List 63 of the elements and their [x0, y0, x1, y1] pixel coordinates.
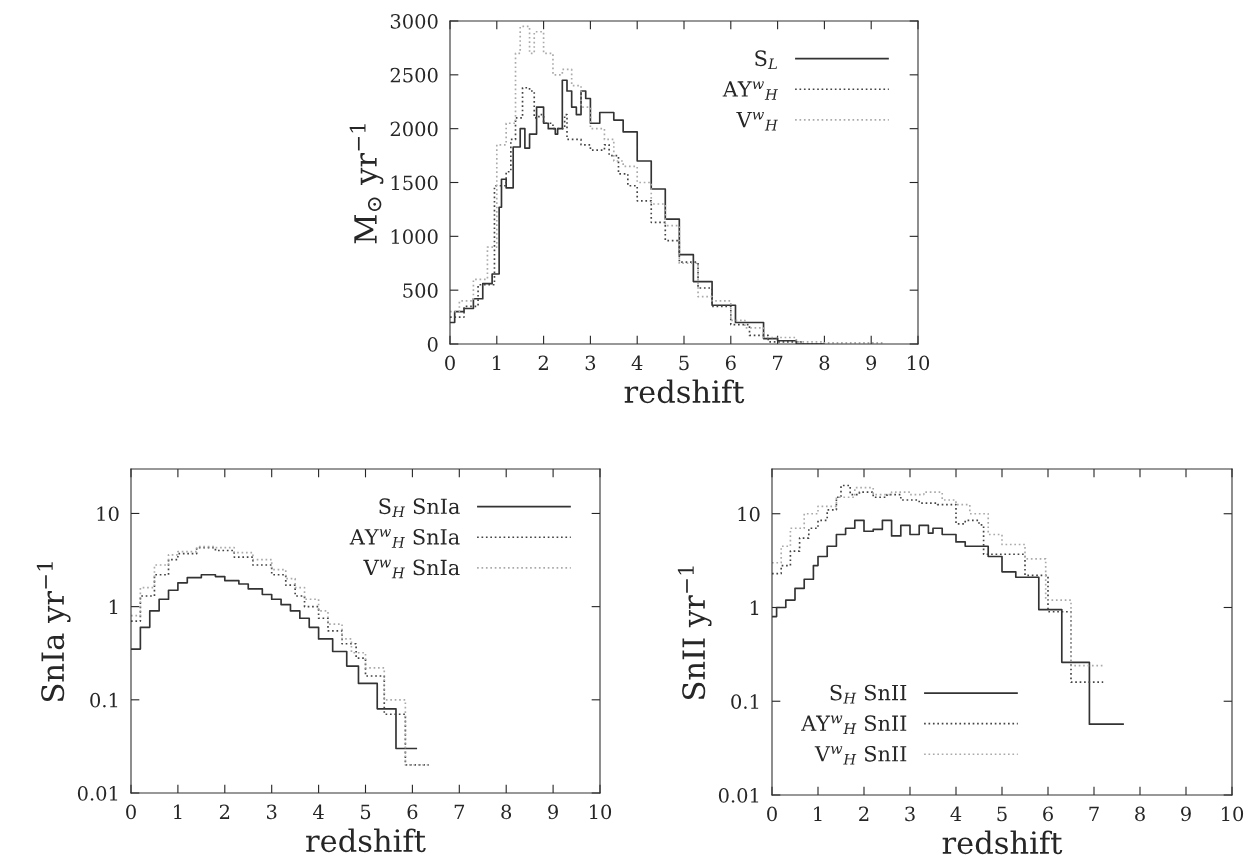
y-tick-label: 500: [403, 283, 438, 298]
x-tick-label: 9: [548, 804, 558, 820]
y-tick-label: 2500: [390, 67, 438, 83]
x-tick-label: 0: [126, 804, 136, 820]
y-tick-label: 2000: [390, 121, 438, 137]
legend-label: S$_{H}$ SnIa: [379, 498, 460, 518]
y-tick-label: 0.01: [77, 785, 118, 801]
y-tick-label: 1: [750, 600, 759, 615]
y-tick-label: 1500: [391, 175, 438, 191]
x-tick-label: 3: [267, 804, 277, 820]
y-axis-title: SnIa yr$^{−1}$: [36, 562, 71, 701]
x-tick-label: 2: [219, 804, 230, 819]
x-tick-label: 1: [492, 355, 501, 370]
x-tick-label: 10: [908, 355, 930, 371]
x-tick-label: 7: [1089, 806, 1099, 821]
y-axis-title: M$_{⊙}$ yr$^{−1}$: [349, 124, 384, 244]
x-tick-label: 7: [773, 355, 783, 370]
x-tick-label: 8: [1135, 806, 1145, 822]
legend-label: S$_{H}$ SnII: [830, 684, 907, 704]
x-tick-label: 6: [407, 804, 418, 820]
y-tick-label: 10: [738, 506, 760, 522]
y-tick-label: 0.01: [718, 787, 759, 803]
y-axis-title: SnII yr$^{−1}$: [677, 566, 712, 699]
x-tick-label: 5: [679, 355, 689, 371]
x-axis-title: redshift: [624, 379, 745, 404]
x-tick-label: 6: [725, 355, 736, 371]
x-tick-label: 2: [538, 355, 548, 370]
y-tick-label: 0: [427, 336, 438, 352]
x-tick-label: 9: [866, 355, 877, 371]
x-tick-label: 0: [445, 355, 455, 371]
legend-label: AY$^{w}$$_{H}$: [722, 81, 778, 100]
y-tick-label: 10: [97, 506, 119, 522]
x-axis-title: redshift: [306, 828, 426, 853]
x-tick-label: 3: [905, 806, 915, 822]
x-tick-label: 10: [590, 804, 612, 820]
x-tick-label: 8: [501, 804, 512, 820]
x-tick-label: 1: [174, 804, 182, 819]
x-tick-label: 4: [313, 804, 324, 819]
x-tick-label: 5: [360, 804, 371, 820]
x-tick-label: 4: [631, 355, 643, 370]
legend-label: AY$^{w}$$_{H}$ SnII: [801, 715, 907, 734]
x-tick-label: 0: [767, 806, 777, 822]
x-tick-label: 8: [819, 355, 830, 371]
x-tick-label: 5: [997, 806, 1007, 822]
legend-label: V$^{w}$$_{H}$ SnII: [814, 745, 907, 765]
x-tick-label: 4: [950, 806, 962, 821]
x-tick-label: 2: [859, 806, 869, 821]
x-tick-label: 1: [814, 806, 822, 821]
y-tick-label: 0.1: [90, 692, 118, 708]
legend-label: S$_{L}$: [755, 50, 777, 70]
x-axis-title: redshift: [942, 830, 1063, 855]
y-tick-label: 0.1: [731, 694, 759, 709]
y-tick-label: 1: [109, 599, 118, 615]
x-tick-label: 7: [454, 804, 465, 819]
legend-label: V$^{w}$$_{H}$ SnIa: [363, 559, 460, 579]
y-tick-label: 1000: [391, 229, 438, 244]
x-tick-label: 6: [1043, 806, 1053, 822]
y-tick-label: 3000: [390, 13, 438, 29]
legend-label: V$^{w}$$_{H}$: [736, 111, 778, 131]
x-tick-label: 3: [585, 355, 596, 371]
x-tick-label: 9: [1181, 806, 1191, 822]
legend-label: AY$^{w}$$_{H}$ SnIa: [349, 528, 460, 548]
x-tick-label: 10: [1222, 806, 1244, 822]
